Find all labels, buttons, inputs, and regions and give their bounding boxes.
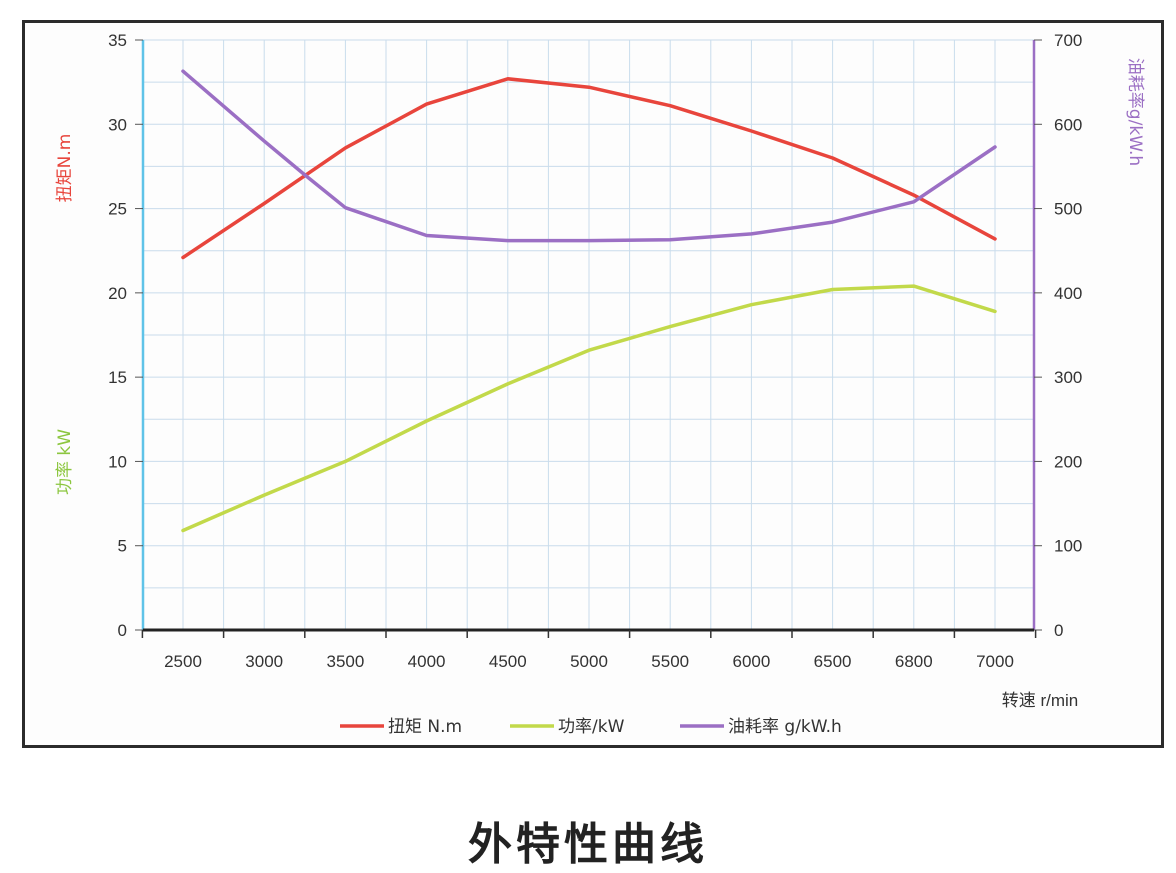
- x-tick-label: 3500: [326, 652, 364, 671]
- tick-labels: 0 5 10 15 20 25 30 35 0 100 200 300 400 500 600 700 2500…: [108, 31, 1082, 671]
- x-tick-label: 2500: [164, 652, 202, 671]
- y-right-tick-label: 100: [1054, 537, 1082, 556]
- y-right-tick-label: 400: [1054, 284, 1082, 303]
- y-right-tick-label: 200: [1054, 452, 1082, 471]
- y-left-tick-label: 15: [108, 368, 127, 387]
- x-tick-label: 5000: [570, 652, 608, 671]
- y-left-tick-label: 0: [118, 621, 127, 640]
- legend: 扭矩 N.m 功率/kW 油耗率 g/kW.h: [340, 717, 842, 737]
- y-left-tick-label: 10: [108, 452, 127, 471]
- y-left-tick-label: 35: [108, 31, 127, 50]
- series-line-2: [181, 284, 997, 533]
- series-line-1: [181, 77, 997, 260]
- y-axis-left-label-torque: 扭矩N.m: [55, 134, 75, 203]
- x-tick-label: 7000: [976, 652, 1014, 671]
- legend-label-2: 功率/kW: [558, 717, 625, 737]
- series-lines: [181, 69, 997, 533]
- x-tick-label: 6500: [814, 652, 852, 671]
- x-tick-label: 6000: [732, 652, 770, 671]
- axes: [135, 39, 1042, 638]
- y-left-tick-label: 20: [108, 284, 127, 303]
- x-tick-label: 6800: [895, 652, 933, 671]
- y-right-tick-label: 600: [1054, 115, 1082, 134]
- y-left-tick-label: 30: [108, 115, 127, 134]
- legend-label-1: 扭矩 N.m: [388, 717, 462, 737]
- y-right-tick-label: 300: [1054, 368, 1082, 387]
- y-right-tick-label: 500: [1054, 200, 1082, 219]
- y-axis-right-label-fuel: 油耗率g/kW.h: [1125, 58, 1145, 166]
- grid: [143, 39, 1034, 631]
- chart-svg: 0 5 10 15 20 25 30 35 0 100 200 300 400 500 600 700 2500…: [55, 31, 1145, 737]
- y-right-tick-label: 0: [1054, 621, 1063, 640]
- x-tick-label: 5500: [651, 652, 689, 671]
- legend-label-3: 油耗率 g/kW.h: [728, 717, 842, 737]
- x-tick-label: 3000: [245, 652, 283, 671]
- x-axis-label: 转速 r/min: [1002, 691, 1079, 710]
- y-left-tick-label: 25: [108, 200, 127, 219]
- chart-frame: [22, 20, 1164, 748]
- y-left-tick-label: 5: [118, 537, 127, 556]
- y-right-tick-label: 700: [1054, 31, 1082, 50]
- x-tick-label: 4500: [489, 652, 527, 671]
- y-axis-left-label-power: 功率 kW: [55, 429, 75, 495]
- figure-caption: 外特性曲线: [468, 819, 708, 870]
- series-line-3: [181, 69, 997, 243]
- x-tick-label: 4000: [408, 652, 446, 671]
